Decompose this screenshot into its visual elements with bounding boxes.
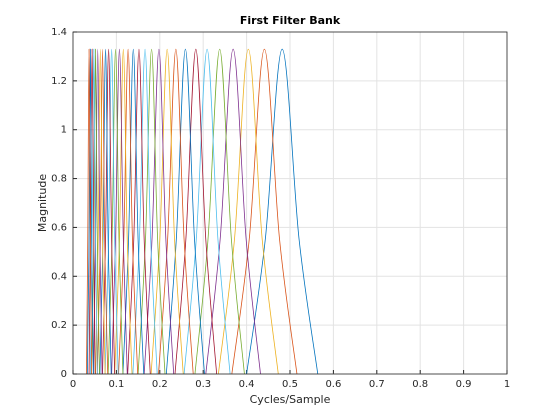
axes-box (72, 31, 508, 375)
y-tick-label: 1.2 (51, 76, 67, 87)
x-tick-label: 0.5 (282, 379, 298, 390)
filter-line (150, 48, 184, 375)
filter-line (92, 48, 103, 375)
x-tick-label: 0.6 (325, 379, 341, 390)
filter-line (231, 48, 298, 375)
filter-line (158, 48, 194, 375)
filter-line (217, 48, 279, 375)
y-tick-label: 1.4 (51, 27, 67, 38)
filter-line (102, 48, 116, 375)
filter-line (86, 48, 94, 375)
filter-line (107, 48, 124, 375)
filter-line (96, 48, 109, 375)
filter-line (174, 48, 218, 375)
filter-line (95, 48, 106, 375)
y-tick-label: 0.2 (51, 320, 67, 331)
x-tick-label: 0.3 (195, 379, 211, 390)
filter-line (122, 48, 145, 375)
y-tick-label: 0.8 (51, 174, 67, 185)
x-tick-label: 1 (504, 379, 510, 390)
filter-line (86, 48, 93, 375)
chart-title: First Filter Bank (240, 14, 341, 27)
x-axis-label: Cycles/Sample (250, 393, 331, 406)
y-tick-label: 0 (61, 369, 67, 380)
x-tick-label: 0.2 (152, 379, 168, 390)
x-tick-label: 0.1 (108, 379, 124, 390)
filter-line (143, 48, 175, 375)
filter-line (114, 48, 133, 375)
y-tick-label: 0.4 (51, 271, 67, 282)
filter-line (89, 48, 98, 375)
filter-line (104, 48, 119, 375)
filter-line (88, 48, 96, 375)
y-axis-label: Magnitude (36, 174, 49, 233)
x-tick-label: 0 (70, 379, 76, 390)
filter-line (137, 48, 166, 375)
filter-line (194, 48, 245, 375)
x-tick-label: 0.8 (412, 379, 428, 390)
filter-line (165, 48, 205, 375)
x-tick-label: 0.7 (369, 379, 385, 390)
filter-line (132, 48, 158, 375)
filter-line (246, 48, 319, 375)
filter-line (99, 48, 112, 375)
x-tick-label: 0.4 (239, 379, 255, 390)
filter-line (118, 48, 139, 375)
filter-line (91, 48, 100, 375)
x-tick-label: 0.9 (456, 379, 472, 390)
y-tick-label: 0.6 (51, 222, 67, 233)
filter-line (183, 48, 231, 375)
filter-line (111, 48, 128, 375)
filter-line (205, 48, 261, 375)
y-tick-label: 1 (61, 125, 67, 136)
filter-line (127, 48, 151, 375)
